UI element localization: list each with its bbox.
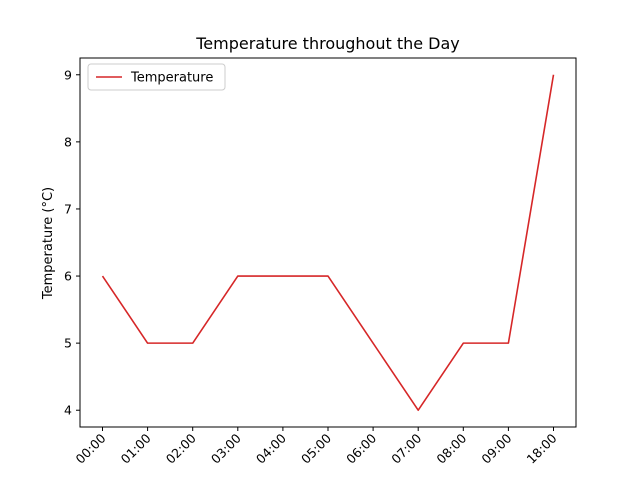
x-tick-label: 09:00 xyxy=(478,430,514,466)
y-tick-label: 8 xyxy=(64,134,72,149)
y-tick-label: 9 xyxy=(64,67,72,82)
y-tick-label: 4 xyxy=(64,403,72,418)
legend: Temperature xyxy=(87,63,226,91)
legend-box xyxy=(87,63,226,91)
y-axis-ticks: 4 5 6 7 8 9 xyxy=(64,67,80,418)
series-line-temperature xyxy=(101,74,555,412)
y-tick-label: 7 xyxy=(64,201,72,216)
x-tick-label: 01:00 xyxy=(118,430,154,466)
x-tick-label: 06:00 xyxy=(343,430,379,466)
chart-title: Temperature throughout the Day xyxy=(195,34,460,53)
plot-area xyxy=(79,57,577,428)
y-tick-label: 6 xyxy=(64,269,72,284)
legend-label: Temperature xyxy=(130,71,213,86)
x-tick-label: 18:00 xyxy=(524,430,560,466)
x-tick-label: 07:00 xyxy=(388,430,424,466)
x-axis-ticks: 00:00 01:00 02:00 03:00 04:00 05:00 06:00 07:00… xyxy=(73,427,560,467)
x-tick-label: 03:00 xyxy=(208,430,244,466)
plot-frame xyxy=(79,57,577,428)
x-tick-label: 00:00 xyxy=(73,430,109,466)
y-tick-label: 5 xyxy=(64,336,72,351)
x-tick-label: 05:00 xyxy=(298,430,334,466)
x-tick-label: 02:00 xyxy=(163,430,199,466)
x-tick-label: 04:00 xyxy=(253,430,289,466)
x-tick-label: 08:00 xyxy=(433,430,469,466)
y-axis-label: Temperature (°C) xyxy=(41,187,56,300)
